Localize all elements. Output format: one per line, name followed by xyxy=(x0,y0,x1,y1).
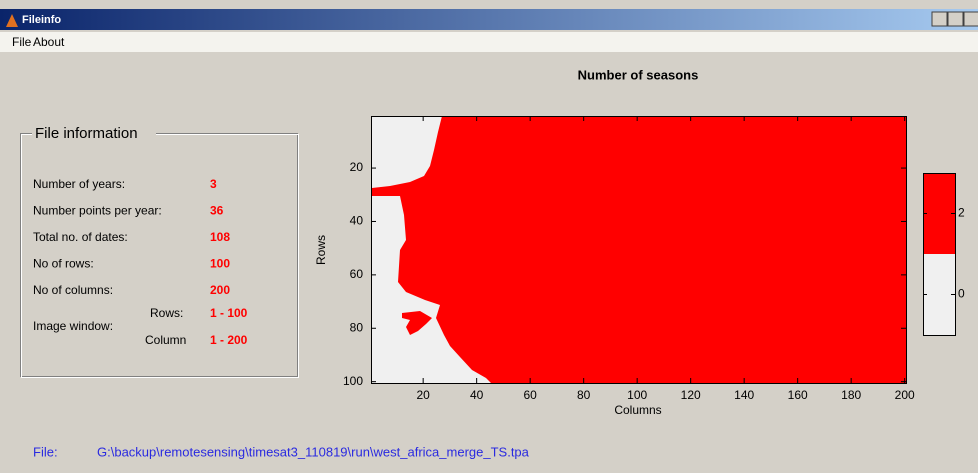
x-tick-label: 20 xyxy=(416,388,430,402)
panel-title-bg xyxy=(32,125,156,143)
info-label: Number points per year: xyxy=(33,204,162,218)
info-value: 1 - 100 xyxy=(210,306,248,320)
x-tick-label: 200 xyxy=(895,388,915,402)
x-tick-label: 180 xyxy=(841,388,861,402)
chart-title: Number of seasons xyxy=(578,67,699,82)
info-label: Image window: xyxy=(33,319,113,333)
image-region xyxy=(371,116,906,383)
menu-item[interactable]: About xyxy=(33,35,65,49)
y-tick-label: 80 xyxy=(350,320,364,334)
x-tick-label: 120 xyxy=(681,388,701,402)
menu-bar xyxy=(0,32,978,52)
colorbar-box xyxy=(923,173,956,336)
y-axis-label: Rows xyxy=(314,235,328,265)
y-tick-label: 20 xyxy=(350,160,364,174)
image-region xyxy=(402,311,432,335)
info-value: 108 xyxy=(210,230,230,244)
colorbar-segment xyxy=(923,173,955,254)
info-label: No of rows: xyxy=(33,257,94,271)
info-value: 100 xyxy=(210,257,230,271)
info-value: 200 xyxy=(210,283,230,297)
panel-border xyxy=(21,134,299,378)
info-rows: Number of years: 3 Number points per year:… xyxy=(33,177,230,297)
x-axis-label: Columns xyxy=(614,403,661,417)
y-tick-label: 60 xyxy=(350,267,364,281)
maximize-button[interactable] xyxy=(947,11,964,27)
x-tick-label: 80 xyxy=(577,388,591,402)
close-button[interactable] xyxy=(963,11,978,27)
info-label: No of columns: xyxy=(33,283,113,297)
axes-box xyxy=(371,116,907,384)
x-tick-label: 140 xyxy=(734,388,754,402)
image-region xyxy=(371,116,491,383)
footer-label: File: xyxy=(33,444,58,459)
y-tick-label: 100 xyxy=(343,374,363,388)
footer-path: G:\backup\remotesensing\timesat3_110819\… xyxy=(97,444,530,459)
menu-item[interactable]: File xyxy=(12,35,32,49)
colorbar-tick-label: 0 xyxy=(958,287,965,301)
info-value: 3 xyxy=(210,177,217,191)
y-tick-label: 40 xyxy=(350,214,364,228)
x-tick-label: 100 xyxy=(627,388,647,402)
x-tick-label: 160 xyxy=(788,388,808,402)
info-value: 1 - 200 xyxy=(210,333,248,347)
app-icon xyxy=(6,14,18,27)
info-value: 36 xyxy=(210,204,224,218)
image xyxy=(371,116,906,383)
colorbar-tick-label: 2 xyxy=(958,206,965,220)
info-label: Total no. of dates: xyxy=(33,230,128,244)
colorbar-segment xyxy=(923,254,955,335)
title-bar xyxy=(0,9,978,30)
info-label: Number of years: xyxy=(33,177,125,191)
x-tick-label: 60 xyxy=(523,388,537,402)
panel-border xyxy=(20,133,298,377)
window-title: Fileinfo xyxy=(22,14,61,26)
panel-title: File information xyxy=(35,125,138,142)
minimize-button[interactable] xyxy=(931,11,948,27)
info-label: Rows: xyxy=(150,306,183,320)
x-tick-label: 40 xyxy=(470,388,484,402)
info-label: Column xyxy=(145,333,186,347)
